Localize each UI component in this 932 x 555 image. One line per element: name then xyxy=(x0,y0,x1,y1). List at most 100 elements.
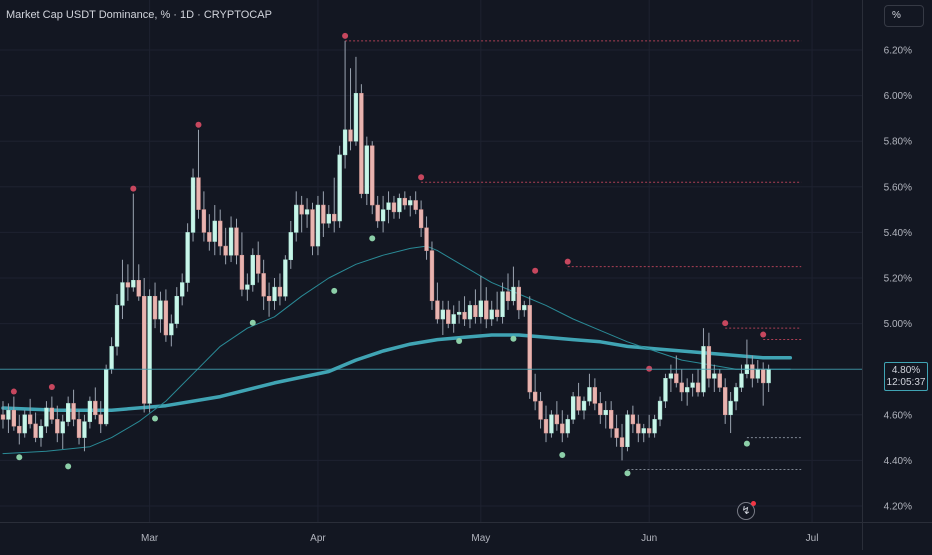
candle xyxy=(527,296,532,399)
candle xyxy=(723,378,728,424)
pivot-markers xyxy=(10,32,767,477)
candle xyxy=(375,195,380,228)
candle-body xyxy=(332,213,337,222)
candle-body xyxy=(180,282,185,297)
candle-body xyxy=(250,254,255,286)
y-tick-label: 5.60% xyxy=(884,182,912,193)
candle-body xyxy=(527,305,532,393)
candle-body xyxy=(239,254,245,290)
candle-body xyxy=(440,309,445,320)
candle xyxy=(685,378,690,406)
candle xyxy=(228,216,234,263)
candle xyxy=(152,282,158,329)
candle xyxy=(169,314,174,347)
pivot-low-marker xyxy=(624,470,631,477)
candle xyxy=(679,369,684,402)
candle xyxy=(66,396,71,427)
candle xyxy=(397,193,402,219)
candle-body xyxy=(728,400,733,416)
candle-body xyxy=(663,378,668,402)
candle xyxy=(190,168,196,242)
candle xyxy=(348,68,353,151)
candle-body xyxy=(712,373,717,379)
candle xyxy=(440,300,445,335)
candle xyxy=(337,145,342,228)
candle xyxy=(38,419,44,447)
candle-body xyxy=(560,423,565,434)
candle xyxy=(71,389,76,427)
candle-body xyxy=(190,177,196,233)
candle-body xyxy=(609,409,614,429)
candle-body xyxy=(598,403,603,416)
pivot-high-marker xyxy=(722,320,729,327)
pivot-low-marker xyxy=(510,335,517,342)
candle xyxy=(266,282,272,317)
candle-body xyxy=(212,220,217,242)
candle-body xyxy=(489,309,494,320)
candle xyxy=(663,373,668,408)
candle xyxy=(717,369,722,392)
candle-body xyxy=(723,387,728,416)
candle xyxy=(750,355,755,388)
candle xyxy=(413,191,418,215)
candle xyxy=(353,56,359,146)
pivot-high-marker xyxy=(130,185,137,192)
candle xyxy=(304,198,310,228)
candle-body xyxy=(576,396,581,411)
unit-toggle-button[interactable]: % xyxy=(884,5,924,27)
candle-body xyxy=(668,373,674,379)
candle xyxy=(456,300,462,324)
candle-body xyxy=(353,93,359,142)
candle xyxy=(478,275,483,324)
candle xyxy=(250,248,255,292)
candle xyxy=(370,141,375,215)
candle xyxy=(636,414,641,443)
candle-body xyxy=(44,407,49,427)
candle-body xyxy=(310,209,315,247)
x-tick-label: Jul xyxy=(806,533,819,544)
lightning-icon[interactable]: ↯ xyxy=(737,502,755,520)
candle-body xyxy=(76,419,82,438)
candle-body xyxy=(695,382,701,393)
candle xyxy=(511,266,516,306)
candle-body xyxy=(131,280,136,288)
candle xyxy=(87,396,93,429)
candle xyxy=(93,387,98,420)
candle xyxy=(641,423,646,443)
candle xyxy=(321,191,326,237)
y-tick-label: 5.40% xyxy=(884,228,912,239)
candle xyxy=(22,410,27,438)
candle-body xyxy=(201,209,207,233)
candle xyxy=(695,369,701,397)
candle-body xyxy=(266,295,272,302)
candle xyxy=(657,396,663,427)
moving-average-thick xyxy=(1,333,793,412)
candle xyxy=(424,216,429,260)
candle xyxy=(55,405,60,443)
candle-body xyxy=(571,396,576,420)
candle-body xyxy=(315,204,321,247)
candle-body xyxy=(467,305,473,320)
candle-body xyxy=(674,373,679,384)
candle-body xyxy=(163,300,169,336)
candle-body xyxy=(82,421,87,438)
candle-body xyxy=(451,314,456,324)
x-tick-label: Mar xyxy=(141,533,159,544)
pivot-low-marker xyxy=(249,319,256,326)
candle xyxy=(332,177,337,233)
candle xyxy=(494,291,500,322)
candle-body xyxy=(484,300,489,320)
candle-body xyxy=(33,423,38,438)
candle-body xyxy=(554,414,560,425)
candle xyxy=(408,195,413,217)
pivot-high-marker xyxy=(10,388,17,395)
candle-body xyxy=(538,400,543,420)
candle-body xyxy=(87,400,93,422)
candle-body xyxy=(294,204,299,233)
candle-body xyxy=(462,311,467,320)
candle-body xyxy=(690,382,695,388)
candle xyxy=(315,195,321,256)
y-tick-label: 6.00% xyxy=(884,91,912,102)
